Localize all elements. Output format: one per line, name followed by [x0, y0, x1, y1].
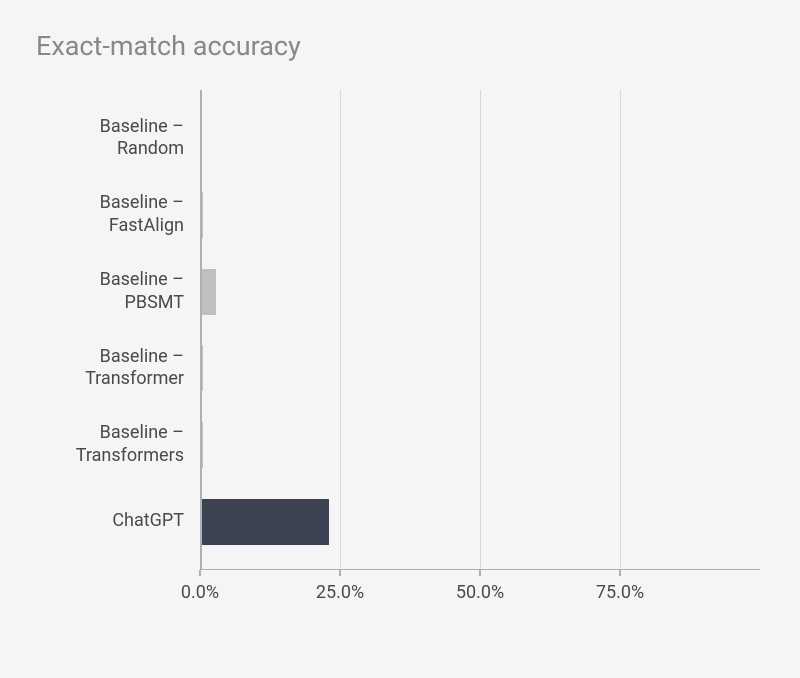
chart-title: Exact-match accuracy — [36, 30, 770, 62]
x-tick-mark — [199, 570, 201, 576]
x-axis-ticks: 0.0%25.0%50.0%75.0% — [200, 570, 760, 620]
bar-row — [200, 422, 760, 468]
x-tick-label: 50.0% — [456, 582, 504, 603]
y-axis-label: Baseline – FastAlign — [30, 192, 192, 238]
bar — [200, 499, 329, 545]
x-tick-mark — [479, 570, 481, 576]
bar-row — [200, 115, 760, 161]
chart-container: Exact-match accuracy Baseline – RandomBa… — [0, 0, 800, 678]
bar — [200, 269, 216, 315]
y-axis-line — [200, 90, 202, 570]
x-tick-label: 0.0% — [181, 582, 219, 603]
x-tick-mark — [619, 570, 621, 576]
bar-row — [200, 345, 760, 391]
y-axis-labels: Baseline – Random Baseline – FastAlign Bas… — [30, 90, 192, 570]
y-axis-label: ChatGPT — [30, 499, 192, 545]
bar-row — [200, 269, 760, 315]
plot-inner — [200, 90, 760, 570]
bar-row — [200, 192, 760, 238]
x-tick-label: 75.0% — [596, 582, 644, 603]
x-tick-mark — [339, 570, 341, 576]
bars — [200, 90, 760, 570]
bar-row — [200, 499, 760, 545]
plot-area: Baseline – Random Baseline – FastAlign Bas… — [30, 90, 770, 620]
x-tick-label: 25.0% — [316, 582, 364, 603]
y-axis-label: Baseline – PBSMT — [30, 269, 192, 315]
y-axis-label: Baseline – Random — [30, 115, 192, 161]
y-axis-label: Baseline – Transformer — [30, 345, 192, 391]
y-axis-label: Baseline – Transformers — [30, 422, 192, 468]
